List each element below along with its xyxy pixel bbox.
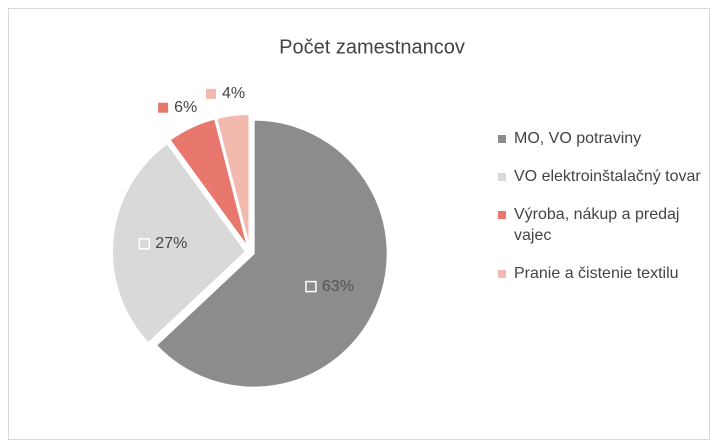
label-key bbox=[138, 238, 151, 250]
chart-title: Počet zamestnancov bbox=[279, 36, 465, 58]
label-key bbox=[305, 280, 317, 293]
label-key bbox=[206, 88, 217, 99]
legend-key bbox=[498, 270, 506, 278]
legend-item: VO elektroinštalačný tovar bbox=[498, 166, 710, 187]
legend-label: VO elektroinštalačný tovar bbox=[514, 168, 701, 185]
legend-label: Pranie a čistenie textilu bbox=[514, 265, 679, 282]
legend-label: Výroba, nákup a predaj vajec bbox=[514, 206, 680, 244]
pie-slice bbox=[111, 141, 248, 345]
legend-item: Výroba, nákup a predaj vajec bbox=[498, 204, 710, 246]
legend-item: Pranie a čistenie textilu bbox=[498, 263, 710, 284]
legend-label: MO, VO potraviny bbox=[514, 130, 642, 147]
pie-slice bbox=[214, 113, 251, 249]
legend-key bbox=[498, 173, 506, 181]
legend-key bbox=[498, 135, 506, 143]
pie-slice bbox=[154, 118, 389, 389]
chart-border bbox=[8, 8, 710, 440]
legend-key bbox=[498, 211, 506, 219]
legend-item: MO, VO potraviny bbox=[498, 128, 710, 149]
data-label: 27% bbox=[155, 235, 187, 252]
pie-slice bbox=[168, 117, 250, 249]
data-label: 6% bbox=[174, 99, 197, 116]
label-key bbox=[158, 102, 169, 113]
legend: MO, VO potraviny VO elektroinštalačný tov… bbox=[498, 128, 710, 301]
data-label: 4% bbox=[222, 85, 245, 102]
data-label: 63% bbox=[322, 278, 354, 295]
